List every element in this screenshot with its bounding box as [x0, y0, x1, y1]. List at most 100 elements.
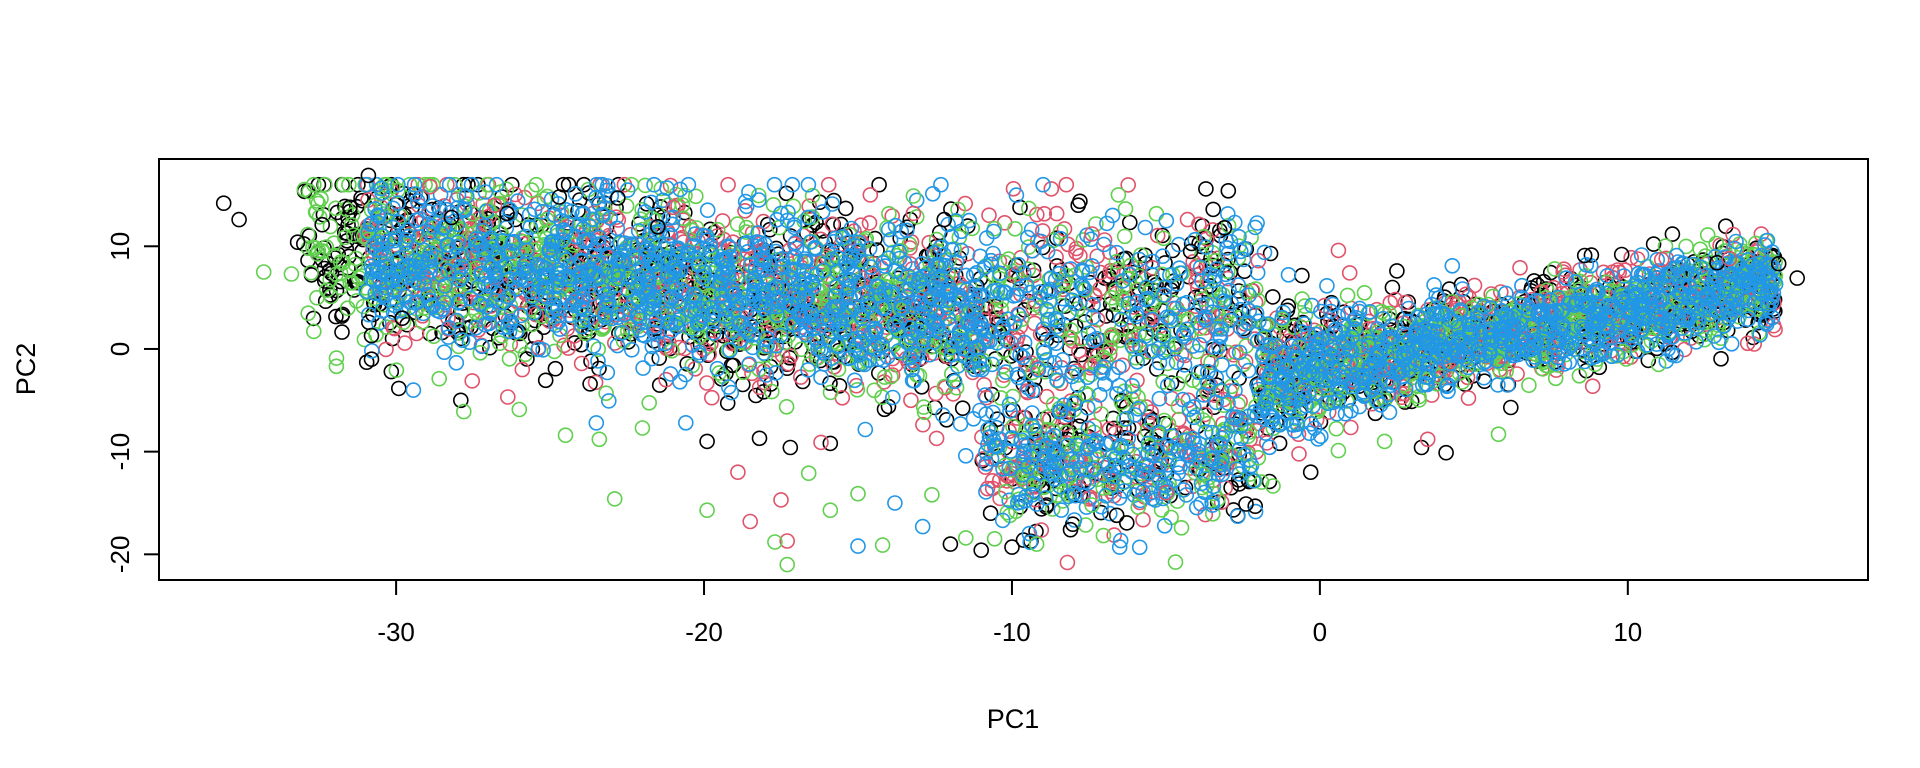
data-point [801, 198, 818, 214]
data-point [1112, 532, 1129, 549]
data-point [706, 296, 723, 313]
data-point [1198, 239, 1214, 255]
data-point [1452, 304, 1469, 320]
data-point [1020, 261, 1037, 278]
data-point [765, 197, 782, 213]
data-point [310, 243, 327, 259]
data-point [360, 231, 376, 248]
data-point [981, 207, 997, 223]
data-point [1005, 388, 1021, 405]
data-point [766, 176, 783, 193]
data-point [982, 505, 999, 522]
data-point [778, 398, 795, 415]
data-point [1108, 296, 1125, 313]
data-point [1271, 435, 1288, 452]
data-point [687, 306, 703, 322]
data-point [1093, 406, 1109, 422]
data-point [1008, 503, 1024, 520]
data-point [1598, 285, 1615, 302]
data-point [1323, 294, 1340, 311]
data-point [610, 212, 627, 228]
data-point [1139, 413, 1156, 429]
data-point [847, 299, 863, 315]
data-point [804, 217, 821, 233]
data-point [341, 176, 357, 193]
data-point [574, 318, 590, 335]
data-point [1211, 338, 1227, 355]
data-point [853, 217, 869, 233]
data-point [1220, 183, 1237, 199]
data-point [1555, 280, 1572, 297]
data-point [1212, 329, 1229, 345]
data-point [1122, 214, 1138, 231]
data-point [1129, 372, 1145, 389]
data-point [788, 240, 805, 256]
data-point [1093, 504, 1109, 521]
data-point [501, 350, 518, 367]
data-point [1048, 249, 1064, 265]
data-point [916, 404, 933, 421]
data-point [1451, 365, 1468, 381]
data-point [308, 204, 325, 220]
data-point [934, 338, 951, 355]
data-point [295, 236, 312, 252]
data-point [1223, 295, 1239, 311]
data-point [547, 360, 564, 377]
data-point [1013, 249, 1029, 266]
data-point [1381, 404, 1398, 421]
data-point [1062, 330, 1078, 346]
data-point [837, 200, 854, 217]
data-point [778, 185, 795, 202]
data-point [1069, 437, 1085, 454]
data-point [1290, 426, 1307, 443]
data-point [452, 322, 468, 338]
data-point [798, 225, 815, 241]
data-point [1021, 200, 1037, 217]
data-point [635, 360, 651, 376]
data-point [1297, 298, 1313, 314]
data-point [1082, 489, 1098, 506]
data-point [1075, 232, 1092, 248]
data-point [1718, 218, 1734, 234]
data-point [305, 310, 322, 327]
data-point [1411, 392, 1427, 408]
data-point [1042, 411, 1058, 428]
data-point [641, 394, 658, 411]
data-point [1205, 201, 1221, 218]
data-point [1193, 475, 1210, 492]
data-point [1083, 366, 1099, 383]
data-point [1540, 357, 1556, 374]
data-point [1713, 350, 1729, 367]
data-point [1571, 367, 1588, 384]
data-point [300, 305, 317, 322]
data-point [432, 278, 448, 295]
data-point [464, 373, 481, 389]
data-point [1699, 227, 1716, 243]
data-point [763, 383, 780, 400]
data-point [1120, 420, 1137, 436]
data-point [481, 339, 498, 356]
data-point [1002, 403, 1018, 419]
data-point [1058, 176, 1075, 193]
data-point [1047, 365, 1063, 382]
data-point [1253, 474, 1270, 490]
data-point [1343, 419, 1359, 436]
data-point [355, 228, 372, 244]
data-point [1156, 344, 1172, 361]
data-point [328, 358, 345, 375]
data-point [1341, 265, 1358, 281]
data-point [425, 328, 442, 345]
data-point [735, 364, 752, 381]
data-point [820, 176, 837, 193]
data-point [401, 176, 418, 193]
data-point [1088, 216, 1104, 232]
data-point [1731, 236, 1748, 252]
data-point [849, 381, 866, 398]
data-point [750, 187, 767, 204]
data-point [1583, 247, 1600, 263]
data-point [1119, 515, 1135, 531]
data-point [526, 242, 543, 259]
data-point [309, 289, 325, 306]
data-point [1103, 327, 1120, 344]
